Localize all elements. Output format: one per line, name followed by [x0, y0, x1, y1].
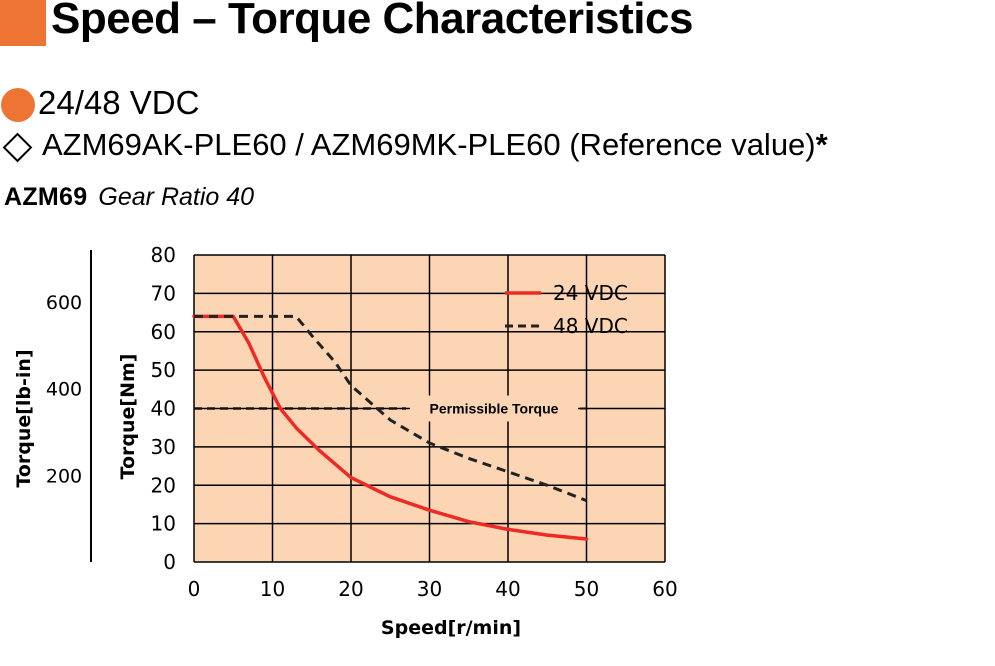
secondary-tick-label-1: 400 [46, 379, 82, 401]
secondary-tick-label-2: 600 [46, 292, 82, 314]
legend-label-0: 24 VDC [553, 281, 628, 305]
y-tick-label-7: 70 [151, 281, 176, 305]
x-tick-label-4: 40 [495, 577, 520, 601]
chart-subtitle: AZM69 Gear Ratio 40 [4, 183, 254, 212]
speed-torque-chart: 0 10 20 30 40 50 6001020304050607080200400600S… [13, 243, 678, 639]
y-tick-label-8: 80 [151, 243, 176, 267]
y-tick-label-0: 0 [163, 550, 176, 574]
y-axis-label: Torque[Nm] [117, 354, 139, 480]
x-tick-label-1: 10 [260, 577, 285, 601]
model-label: AZM69AK-PLE60 / AZM69MK-PLE60 (Reference… [42, 127, 828, 163]
page-title: Speed – Torque Characteristics [51, 0, 693, 43]
y-tick-label-3: 30 [151, 435, 176, 459]
secondary-axis-label: Torque[lb-in] [13, 349, 35, 487]
x-tick-label-3: 30 [417, 577, 442, 601]
model-names: AZM69AK-PLE60 / AZM69MK-PLE60 (Reference… [42, 127, 816, 162]
y-tick-label-6: 60 [151, 320, 176, 344]
title-accent-square [0, 0, 46, 46]
series-line-0 [192, 314, 589, 541]
gear-ratio: Gear Ratio 40 [98, 183, 255, 211]
legend-label-1: 48 VDC [553, 314, 628, 338]
secondary-tick-label-0: 200 [46, 465, 82, 487]
y-tick-label-2: 20 [151, 473, 176, 497]
x-tick-label-5: 50 [574, 577, 599, 601]
y-tick-label-4: 40 [151, 397, 176, 421]
y-tick-label-5: 50 [151, 358, 176, 382]
x-tick-label-6: 60 [652, 577, 677, 601]
permissible-torque-label: Permissible Torque [430, 401, 559, 417]
diamond-bullet-icon [2, 132, 33, 163]
x-tick-label-0: 0 [188, 577, 201, 601]
permissible-torque-label-bg [410, 395, 578, 422]
x-tick-label-2: 20 [338, 577, 363, 601]
voltage-label: 24/48 VDC [38, 84, 200, 121]
series-line-1 [194, 314, 588, 502]
model-asterisk: * [815, 127, 828, 162]
x-axis-label: Speed[r/min] [381, 617, 521, 639]
series-model: AZM69 [4, 183, 88, 211]
y-tick-label-1: 10 [151, 512, 176, 536]
voltage-bullet-icon [1, 88, 35, 122]
